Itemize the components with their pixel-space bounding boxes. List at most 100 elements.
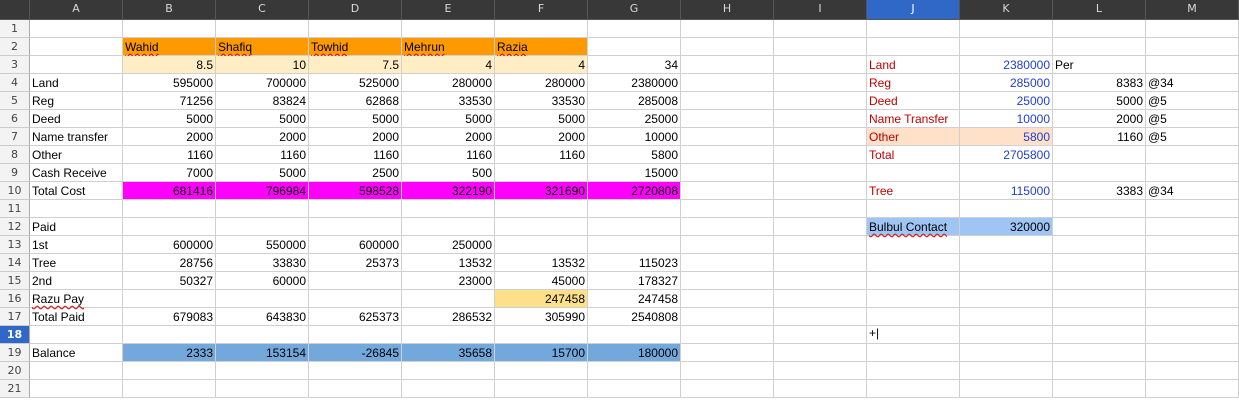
- cell-l14[interactable]: [1053, 254, 1146, 272]
- cell-e11[interactable]: [402, 200, 495, 218]
- cell-l15[interactable]: [1053, 272, 1146, 290]
- cell-e19[interactable]: 35658: [402, 344, 495, 362]
- row-header-8[interactable]: 8: [0, 146, 30, 164]
- cell-m2[interactable]: [1146, 38, 1239, 56]
- row-header-7[interactable]: 7: [0, 128, 30, 146]
- cell-d17[interactable]: 625373: [309, 308, 402, 326]
- cell-j9[interactable]: [867, 164, 960, 182]
- cell-f21[interactable]: [495, 380, 588, 398]
- cell-f11[interactable]: [495, 200, 588, 218]
- cell-l20[interactable]: [1053, 362, 1146, 380]
- cell-f9[interactable]: [495, 164, 588, 182]
- cell-b11[interactable]: [123, 200, 216, 218]
- cell-d20[interactable]: [309, 362, 402, 380]
- cell-f13[interactable]: [495, 236, 588, 254]
- cell-e8[interactable]: 1160: [402, 146, 495, 164]
- cell-k4[interactable]: 285000: [960, 74, 1053, 92]
- cell-i20[interactable]: [774, 362, 867, 380]
- cell-i16[interactable]: [774, 290, 867, 308]
- cell-b20[interactable]: [123, 362, 216, 380]
- cell-i7[interactable]: [774, 128, 867, 146]
- cell-f5[interactable]: 33530: [495, 92, 588, 110]
- cell-f20[interactable]: [495, 362, 588, 380]
- cell-g12[interactable]: [588, 218, 681, 236]
- cell-e4[interactable]: 280000: [402, 74, 495, 92]
- cell-j18[interactable]: [867, 326, 960, 344]
- cell-g4[interactable]: 2380000: [588, 74, 681, 92]
- cell-i13[interactable]: [774, 236, 867, 254]
- cell-i14[interactable]: [774, 254, 867, 272]
- cell-a12[interactable]: Paid: [30, 218, 123, 236]
- cell-c18[interactable]: [216, 326, 309, 344]
- row-header-18[interactable]: 18: [0, 326, 30, 344]
- cell-a20[interactable]: [30, 362, 123, 380]
- cell-c20[interactable]: [216, 362, 309, 380]
- cell-g14[interactable]: 115023: [588, 254, 681, 272]
- cell-h13[interactable]: [681, 236, 774, 254]
- cell-d15[interactable]: [309, 272, 402, 290]
- cell-i15[interactable]: [774, 272, 867, 290]
- cell-i8[interactable]: [774, 146, 867, 164]
- cell-c8[interactable]: 1160: [216, 146, 309, 164]
- cell-i1[interactable]: [774, 20, 867, 38]
- cell-a1[interactable]: [30, 20, 123, 38]
- cell-a2[interactable]: [30, 38, 123, 56]
- cell-a17[interactable]: Total Paid: [30, 308, 123, 326]
- cell-l18[interactable]: [1053, 326, 1146, 344]
- cell-k11[interactable]: [960, 200, 1053, 218]
- cell-a15[interactable]: 2nd: [30, 272, 123, 290]
- row-header-20[interactable]: 20: [0, 362, 30, 380]
- cell-g2[interactable]: [588, 38, 681, 56]
- cell-h15[interactable]: [681, 272, 774, 290]
- cell-a4[interactable]: Land: [30, 74, 123, 92]
- cell-a14[interactable]: Tree: [30, 254, 123, 272]
- cell-b15[interactable]: 50327: [123, 272, 216, 290]
- cell-g19[interactable]: 180000: [588, 344, 681, 362]
- cell-j11[interactable]: [867, 200, 960, 218]
- cell-e6[interactable]: 5000: [402, 110, 495, 128]
- cell-d11[interactable]: [309, 200, 402, 218]
- cell-i10[interactable]: [774, 182, 867, 200]
- cell-c1[interactable]: [216, 20, 309, 38]
- cell-f18[interactable]: [495, 326, 588, 344]
- cell-g21[interactable]: [588, 380, 681, 398]
- row-header-17[interactable]: 17: [0, 308, 30, 326]
- cell-m14[interactable]: [1146, 254, 1239, 272]
- cell-j10[interactable]: Tree: [867, 182, 960, 200]
- cell-b3[interactable]: 8.5: [123, 56, 216, 74]
- cell-j14[interactable]: [867, 254, 960, 272]
- cell-c7[interactable]: 2000: [216, 128, 309, 146]
- cell-m11[interactable]: [1146, 200, 1239, 218]
- cell-b7[interactable]: 2000: [123, 128, 216, 146]
- cell-b2[interactable]: Wahid: [123, 38, 216, 56]
- cell-m6[interactable]: @5: [1146, 110, 1239, 128]
- cell-k8[interactable]: 2705800: [960, 146, 1053, 164]
- cell-c6[interactable]: 5000: [216, 110, 309, 128]
- cell-d7[interactable]: 2000: [309, 128, 402, 146]
- cell-m18[interactable]: [1146, 326, 1239, 344]
- cell-g15[interactable]: 178327: [588, 272, 681, 290]
- cell-e13[interactable]: 250000: [402, 236, 495, 254]
- cell-h6[interactable]: [681, 110, 774, 128]
- cell-d18[interactable]: [309, 326, 402, 344]
- cell-k1[interactable]: [960, 20, 1053, 38]
- cell-a18[interactable]: [30, 326, 123, 344]
- cell-e7[interactable]: 2000: [402, 128, 495, 146]
- cell-g1[interactable]: [588, 20, 681, 38]
- cell-i11[interactable]: [774, 200, 867, 218]
- cell-j5[interactable]: Deed: [867, 92, 960, 110]
- cell-a11[interactable]: [30, 200, 123, 218]
- cell-i4[interactable]: [774, 74, 867, 92]
- cell-d10[interactable]: 598528: [309, 182, 402, 200]
- cell-m10[interactable]: @34: [1146, 182, 1239, 200]
- row-header-13[interactable]: 13: [0, 236, 30, 254]
- cell-c10[interactable]: 796984: [216, 182, 309, 200]
- cell-e5[interactable]: 33530: [402, 92, 495, 110]
- cell-g5[interactable]: 285008: [588, 92, 681, 110]
- cell-b21[interactable]: [123, 380, 216, 398]
- cell-c13[interactable]: 550000: [216, 236, 309, 254]
- cell-m15[interactable]: [1146, 272, 1239, 290]
- cell-b13[interactable]: 600000: [123, 236, 216, 254]
- cell-h3[interactable]: [681, 56, 774, 74]
- row-header-1[interactable]: 1: [0, 20, 30, 38]
